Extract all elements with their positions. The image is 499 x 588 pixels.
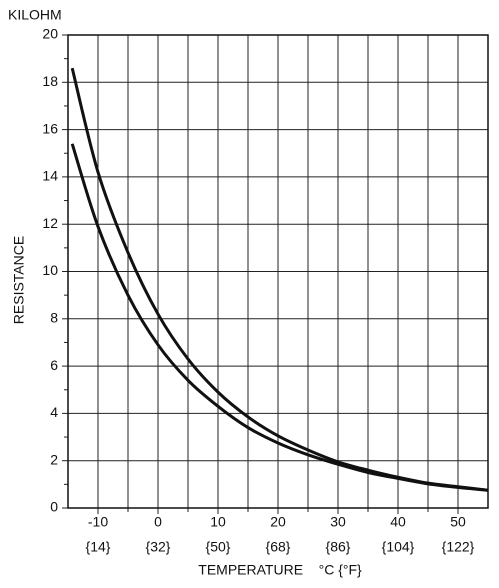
y-tick-label: 6 (50, 357, 58, 373)
x-tick-label-secondary: {68} (266, 539, 291, 555)
y-axis-title: RESISTANCE (11, 236, 27, 324)
x-tick-label-secondary: {32} (146, 539, 171, 555)
x-tick-label: 30 (330, 514, 346, 530)
x-tick-label: 40 (390, 514, 406, 530)
curve (70, 67, 489, 492)
x-tick-label-secondary: {104} (382, 539, 415, 555)
y-tick-label: 18 (42, 73, 58, 89)
plot-frame (67, 34, 489, 509)
curve (70, 143, 489, 492)
y-tick-label: 16 (42, 120, 58, 136)
x-tick-label: 0 (154, 514, 162, 530)
x-axis-title: TEMPERATURE °C {°F} (198, 562, 362, 578)
x-tick-label: 50 (450, 514, 466, 530)
x-tick-label: -10 (88, 514, 108, 530)
y-tick-label: 10 (42, 262, 58, 278)
x-tick-label: 10 (210, 514, 226, 530)
y-unit-label: KILOHM (8, 7, 62, 23)
y-tick-label: 12 (42, 215, 58, 231)
y-tick-label: 20 (42, 26, 58, 42)
x-tick-label: 20 (270, 514, 286, 530)
x-tick-label-secondary: {14} (86, 539, 111, 555)
y-tick-label: 14 (42, 168, 58, 184)
y-tick-label: 8 (50, 310, 58, 326)
y-tick-label: 2 (50, 451, 58, 467)
y-tick-label: 4 (50, 404, 58, 420)
x-tick-label-secondary: {122} (442, 539, 475, 555)
x-tick-label-secondary: {50} (206, 539, 231, 555)
x-tick-label-secondary: {86} (326, 539, 351, 555)
y-tick-label: 0 (50, 499, 58, 515)
